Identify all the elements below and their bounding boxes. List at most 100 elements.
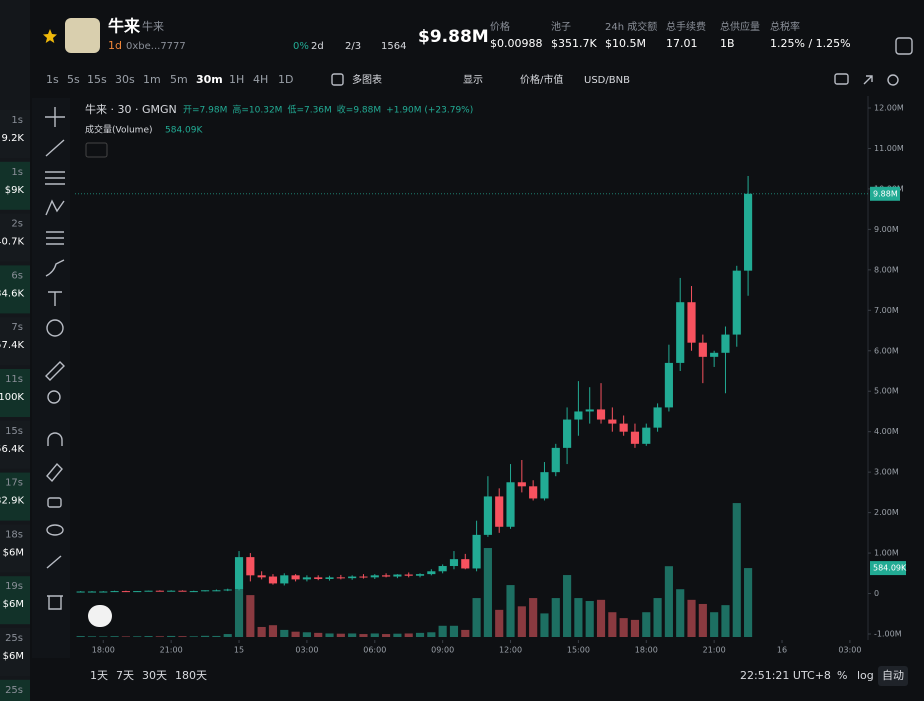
interval-button[interactable]: 15s — [87, 73, 107, 86]
interval-button[interactable]: 1s — [46, 73, 59, 86]
candle-body — [551, 447, 560, 473]
interval-button[interactable]: 30m — [196, 73, 223, 86]
lock-draw-tool[interactable] — [46, 462, 63, 483]
link-tool[interactable] — [46, 555, 62, 569]
token-avatar — [65, 18, 100, 53]
candle-body — [585, 409, 594, 412]
trade-row — [0, 472, 30, 521]
header: 牛来 牛来 1d 0xbe...7777 0% 2d 2/3 1564 $9.8… — [43, 17, 913, 55]
volume-bar — [178, 636, 187, 637]
x-tick-label: 21:00 — [703, 646, 726, 655]
visibility-tool[interactable] — [46, 524, 64, 536]
candle-body — [268, 576, 278, 584]
fib-tool[interactable] — [46, 231, 64, 245]
volume-bar — [506, 585, 515, 637]
volume-bar — [608, 612, 617, 637]
volume-bar — [596, 599, 606, 637]
trade-amount: $9K — [5, 185, 25, 196]
volume-bar — [732, 503, 741, 637]
candle-body — [415, 574, 425, 576]
trade-row — [0, 420, 30, 469]
volume-bar — [302, 632, 311, 637]
interval-button[interactable]: 1H — [229, 73, 244, 86]
volume-bar — [359, 634, 368, 637]
candle-body — [653, 407, 662, 428]
interval-button[interactable]: 1D — [278, 73, 293, 86]
trade-time: 17s — [5, 478, 23, 489]
ohlc-legend: 开=7.98M — [183, 105, 227, 116]
ohlc-legend: 收=9.88M — [337, 104, 381, 116]
settings-button[interactable] — [887, 74, 899, 86]
currency-toggle[interactable]: USD/BNB — [584, 75, 630, 86]
text-tool[interactable] — [48, 291, 62, 306]
candle-body — [280, 575, 289, 584]
y-tick-label: 1.00M — [874, 549, 899, 558]
interval-button[interactable]: 5s — [67, 73, 80, 86]
expand-button[interactable] — [895, 37, 913, 55]
volume-bar — [710, 612, 719, 637]
interval-button[interactable]: 5m — [170, 73, 188, 86]
candle-body — [687, 302, 696, 343]
favorite-star[interactable] — [43, 29, 57, 43]
multi-chart[interactable]: 多图表 — [352, 73, 382, 86]
trade-time: 7s — [11, 322, 23, 333]
log-toggle[interactable]: log — [857, 669, 874, 682]
rating: 2/3 — [345, 41, 361, 52]
ohlc-legend: +1.90M (+23.79%) — [386, 106, 473, 116]
candle-body — [382, 575, 391, 577]
candle-body — [698, 342, 707, 357]
stat-value: 17.01 — [666, 37, 698, 50]
interval-button[interactable]: 1m — [143, 73, 161, 86]
x-tick-label: 16 — [777, 646, 787, 655]
price-mcap-toggle[interactable]: 价格/市值 — [520, 73, 563, 86]
x-tick-label: 18:00 — [635, 646, 658, 655]
range-button[interactable]: 7天 — [116, 669, 134, 682]
crosshair-tool[interactable] — [45, 107, 65, 127]
x-tick-label: 03:00 — [838, 646, 861, 655]
multi-chart-icon — [331, 73, 344, 86]
y-tick-label: 3.00M — [874, 468, 899, 477]
token-age: 1d — [108, 39, 122, 52]
range-button[interactable]: 180天 — [175, 669, 207, 682]
range-button[interactable]: 30天 — [142, 669, 167, 682]
interval-button[interactable]: 4H — [253, 73, 268, 86]
candle-body — [291, 575, 300, 580]
zoom-tool[interactable] — [47, 390, 61, 404]
trade-row — [0, 369, 30, 417]
y-tick-label: 11.00M — [874, 144, 904, 153]
candle-body — [393, 574, 402, 577]
token-alias: 牛来 — [142, 19, 164, 33]
range-button[interactable]: 1天 — [90, 669, 108, 682]
collapse-button[interactable] — [85, 142, 108, 158]
delete-tool[interactable] — [47, 595, 63, 610]
volume-bar — [619, 618, 628, 637]
chart-legend: 牛来 · 30 · GMGN 成交量(Volume) 584.09K — [85, 102, 203, 627]
fullscreen-button[interactable] — [863, 75, 873, 85]
candle-body — [201, 590, 210, 592]
brush-tool[interactable] — [45, 259, 65, 277]
lines-tool[interactable] — [45, 171, 65, 185]
display-menu[interactable]: 显示 — [463, 74, 483, 86]
magnet-tool[interactable] — [47, 432, 63, 446]
trade-amount: $6M — [3, 547, 24, 558]
ruler-tool[interactable] — [45, 361, 65, 381]
pattern-tool[interactable] — [45, 199, 65, 216]
snapshot-button[interactable] — [834, 73, 849, 85]
trade-time: 25s — [5, 685, 23, 696]
trade-time: 15s — [5, 426, 23, 437]
lock-tool[interactable] — [47, 497, 62, 508]
token-address[interactable]: 0xbe...7777 — [126, 41, 186, 52]
candle-body — [619, 423, 628, 432]
trade-row — [0, 524, 30, 573]
volume-bar — [133, 636, 142, 637]
auto-toggle[interactable]: 自动 — [882, 669, 904, 682]
interval-button[interactable]: 30s — [115, 73, 135, 86]
volume-bar — [483, 548, 492, 637]
candle-body — [121, 591, 130, 593]
percent-toggle[interactable]: % — [837, 669, 847, 682]
trade-row — [0, 265, 30, 314]
trendline-tool[interactable] — [45, 139, 65, 157]
emoji-tool[interactable] — [46, 319, 64, 337]
trade-row — [0, 628, 30, 676]
stat-label: 24h 成交额 — [605, 20, 657, 33]
